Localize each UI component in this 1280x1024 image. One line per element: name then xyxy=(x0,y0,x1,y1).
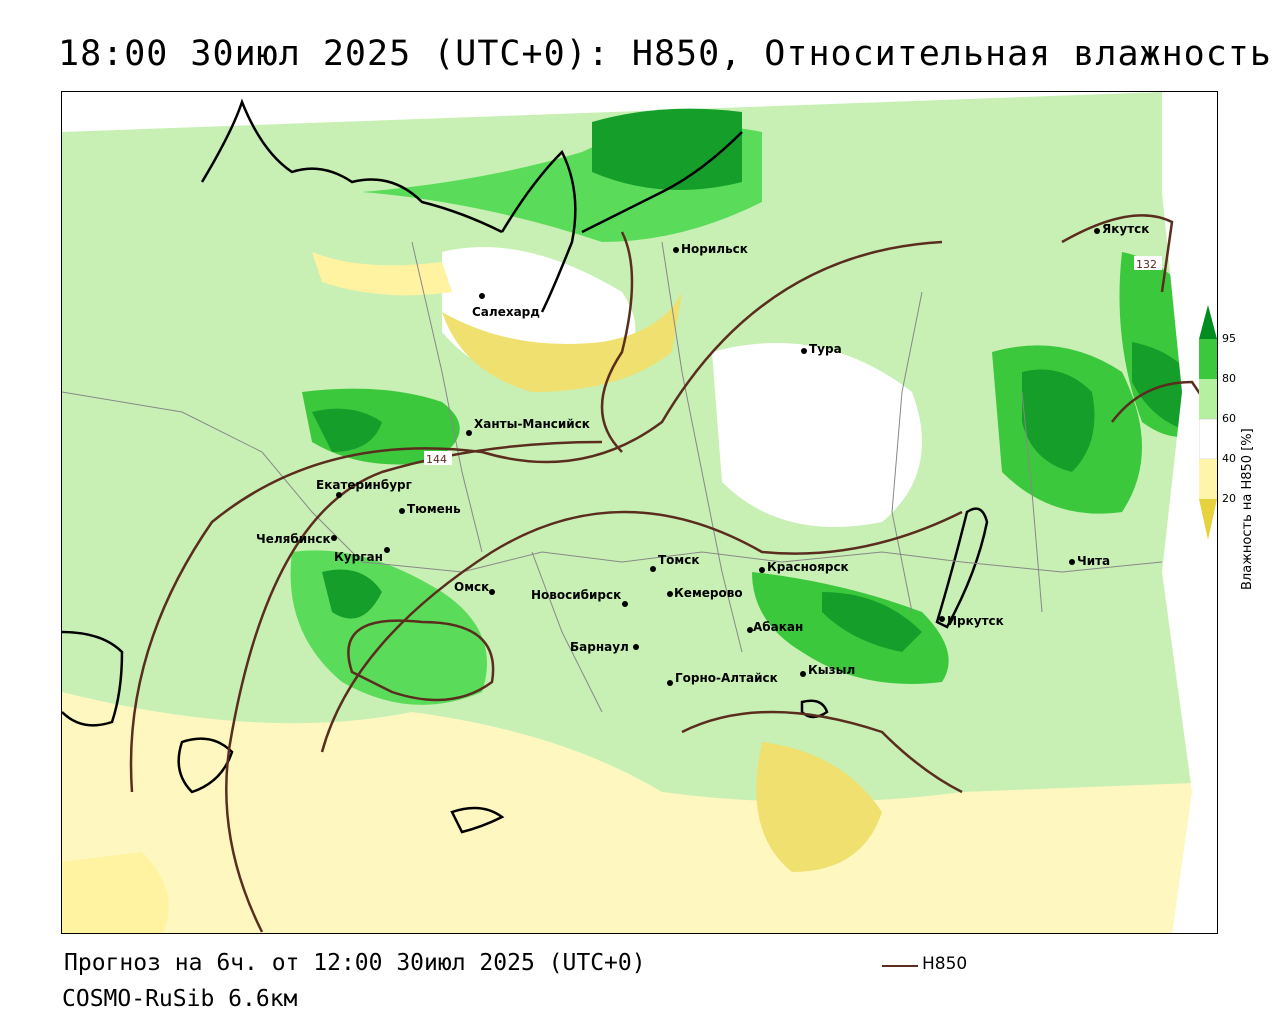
city-gorno-altaysk[interactable]: Горно-Алтайск xyxy=(667,671,778,686)
city-yakutsk[interactable]: Якутск xyxy=(1094,222,1149,236)
colorbar-tick-60: 60 xyxy=(1222,412,1236,425)
city-khanty-mansiysk[interactable]: Ханты-Мансийск xyxy=(466,417,590,436)
svg-text:Ханты-Мансийск: Ханты-Мансийск xyxy=(474,417,590,431)
coastlines xyxy=(62,98,989,834)
svg-text:Екатеринбург: Екатеринбург xyxy=(316,478,412,492)
model-name: COSMO-RuSib 6.6км xyxy=(62,986,298,1012)
city-irkutsk[interactable]: Иркутск xyxy=(939,614,1004,628)
city-tyumen[interactable]: Тюмень xyxy=(399,502,461,516)
svg-text:Челябинск: Челябинск xyxy=(256,532,331,546)
city-markers: Якутск Норильск Салехард Тура Ханты-Манс… xyxy=(256,222,1149,686)
city-barnaul[interactable]: Барнаул xyxy=(570,640,639,654)
colorbar-title: Влажность на H850 [%] xyxy=(1240,428,1255,590)
city-abakan[interactable]: Абакан xyxy=(747,620,803,634)
svg-text:Красноярск: Красноярск xyxy=(767,560,849,574)
svg-text:Тура: Тура xyxy=(809,342,842,356)
svg-text:144: 144 xyxy=(426,453,447,466)
svg-text:Новосибирск: Новосибирск xyxy=(531,588,621,602)
colorbar-tick-95: 95 xyxy=(1222,332,1236,345)
city-yekaterinburg[interactable]: Екатеринбург xyxy=(316,478,412,498)
city-chita[interactable]: Чита xyxy=(1069,554,1110,568)
city-novosibirsk[interactable]: Новосибирск xyxy=(531,588,628,607)
svg-text:Салехард: Салехард xyxy=(472,305,540,319)
svg-text:Чита: Чита xyxy=(1077,554,1110,568)
svg-text:Кемерово: Кемерово xyxy=(674,586,743,600)
svg-text:Норильск: Норильск xyxy=(681,242,748,256)
city-kyzyl[interactable]: Кызыл xyxy=(800,663,855,677)
svg-text:Абакан: Абакан xyxy=(753,620,803,634)
contour-label-144: 144 xyxy=(424,451,452,466)
svg-text:Омск: Омск xyxy=(454,580,489,594)
svg-text:Горно-Алтайск: Горно-Алтайск xyxy=(675,671,778,685)
svg-text:Барнаул: Барнаул xyxy=(570,640,629,654)
weather-map[interactable]: 144 132 Якутск Норильск Салехард Тура Ха… xyxy=(61,91,1218,934)
city-tomsk[interactable]: Томск xyxy=(650,553,700,572)
h850-legend-label: H850 xyxy=(922,954,968,974)
colorbar-tick-80: 80 xyxy=(1222,372,1236,385)
svg-text:132: 132 xyxy=(1136,258,1157,271)
humidity-field xyxy=(62,92,1217,933)
svg-text:Тюмень: Тюмень xyxy=(407,502,461,516)
h850-legend: H850 xyxy=(882,954,1102,978)
h850-legend-line xyxy=(882,965,918,967)
humidity-colorbar xyxy=(1199,305,1217,540)
city-krasnoyarsk[interactable]: Красноярск xyxy=(759,560,849,574)
city-kurgan[interactable]: Курган xyxy=(334,547,390,564)
forecast-info: Прогноз на 6ч. от 12:00 30июл 2025 (UTC+… xyxy=(64,950,646,976)
city-kemerovo[interactable]: Кемерово xyxy=(667,586,743,600)
map-canvas: 144 132 Якутск Норильск Салехард Тура Ха… xyxy=(62,92,1217,933)
svg-text:Курган: Курган xyxy=(334,550,383,564)
city-norilsk[interactable]: Норильск xyxy=(673,242,748,256)
city-chelyabinsk[interactable]: Челябинск xyxy=(256,532,337,546)
svg-text:Иркутск: Иркутск xyxy=(947,614,1004,628)
contour-label-132: 132 xyxy=(1134,256,1162,271)
city-omsk[interactable]: Омск xyxy=(454,580,495,595)
city-tura[interactable]: Тура xyxy=(801,342,842,356)
svg-text:Якутск: Якутск xyxy=(1102,222,1149,236)
colorbar-tick-20: 20 xyxy=(1222,492,1236,505)
city-salekhard[interactable]: Салехард xyxy=(472,293,540,319)
colorbar-tick-40: 40 xyxy=(1222,452,1236,465)
region-borders xyxy=(62,241,1163,713)
svg-text:Томск: Томск xyxy=(658,553,700,567)
map-title: 18:00 30июл 2025 (UTC+0): H850, Относите… xyxy=(58,34,1272,74)
h850-contours xyxy=(129,214,1217,933)
svg-text:Кызыл: Кызыл xyxy=(808,663,855,677)
